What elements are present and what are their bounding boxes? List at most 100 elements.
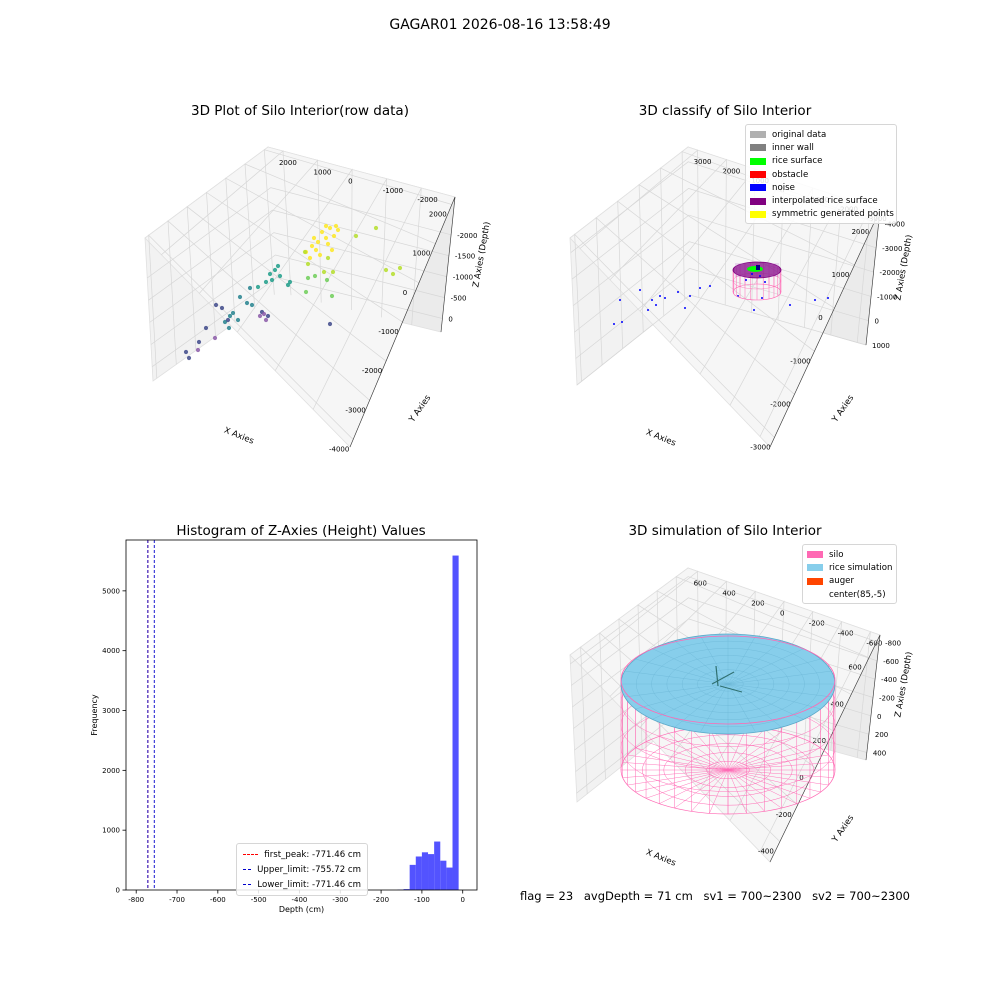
y-axis-label: Frequency xyxy=(90,694,99,736)
noise-point xyxy=(639,289,641,291)
y-tick-label: -600 xyxy=(866,640,882,648)
raw-data-point xyxy=(323,235,329,241)
silo-floor-spoke xyxy=(645,741,729,771)
legend-label: silo xyxy=(829,549,844,560)
legend-entry-first-peak: first_peak: -771.46 cm xyxy=(243,847,361,862)
silo-floor-spoke xyxy=(691,728,729,771)
x-axis-line xyxy=(769,634,881,863)
z-axis-line xyxy=(865,634,881,761)
legend-swatch xyxy=(750,171,766,179)
x-tick-label: -1000 xyxy=(378,328,398,336)
z-tick-label: -1000 xyxy=(453,274,473,282)
silo-floor-spoke xyxy=(659,769,729,804)
y-tick-label: -1000 xyxy=(383,187,403,195)
raw-data-point xyxy=(249,302,255,308)
raw-data-point xyxy=(226,325,232,331)
legend-entry-original-data: original data xyxy=(750,128,891,141)
raw-data-point xyxy=(195,347,201,353)
raw-data-point xyxy=(196,339,202,345)
legend-entry-auger: auger xyxy=(807,575,891,588)
y-axis-label: Y Axies xyxy=(830,393,857,425)
silo-floor-spoke xyxy=(727,769,811,799)
z-tick-label: 400 xyxy=(873,750,886,758)
raw-data-point xyxy=(272,267,278,273)
x-tick-label: 1000 xyxy=(832,271,850,279)
x-gridline xyxy=(599,632,798,806)
x-tick-label: 0 xyxy=(818,314,822,322)
x-tick-label: -4000 xyxy=(329,446,349,454)
legend-label: Lower_limit: -771.46 cm xyxy=(257,879,361,890)
z-tick-label: -500 xyxy=(451,295,467,303)
rice-mesh-spoke xyxy=(635,658,729,685)
classify-legend: original data inner wall rice surface ob… xyxy=(745,124,897,225)
z-gridline xyxy=(571,597,878,686)
rice-mesh-spoke xyxy=(727,670,832,685)
raw-data-point xyxy=(287,279,293,285)
y-tick-label: -400 xyxy=(838,630,854,638)
x-tick-label: -200 xyxy=(373,896,389,904)
silo-floor-spoke xyxy=(727,769,834,778)
raw-data-point xyxy=(311,235,317,241)
raw-data-point xyxy=(247,285,253,291)
silo-floor-spoke xyxy=(727,769,821,793)
histogram-legend: first_peak: -771.46 cm Upper_limit: -755… xyxy=(236,843,368,896)
axes-raw-data-3d: -4000 -3000 -2000 -1000 0 1000 2000 -2000 -1000 0… xyxy=(144,146,493,454)
rice-mesh-spoke xyxy=(700,683,729,733)
x-tick-label: 0 xyxy=(460,896,464,904)
simulation-legend: silo rice simulation auger center(85,-5) xyxy=(802,544,897,605)
y-axis-label: Y Axies xyxy=(407,393,434,425)
noise-point xyxy=(814,299,816,301)
rice-mesh-spoke xyxy=(727,683,756,733)
z-tick-label: 1000 xyxy=(872,342,890,350)
raw-data-point xyxy=(237,294,243,300)
x-tick-label: -200 xyxy=(776,811,792,819)
x-tick-label: 400 xyxy=(830,700,843,708)
x-axis-label: Depth (cm) xyxy=(279,905,324,914)
raw-data-point xyxy=(329,293,335,299)
y-tick-label: 2000 xyxy=(279,159,297,167)
x-tick-label: -700 xyxy=(169,896,185,904)
rice-mesh-spoke xyxy=(727,648,804,685)
x-gridline xyxy=(186,206,387,362)
noise-point xyxy=(789,304,791,306)
rice-mesh-spoke xyxy=(727,683,821,710)
legend-entry-obstacle: obstacle xyxy=(750,168,891,181)
silo-floor-spoke xyxy=(727,769,765,812)
x-gridline xyxy=(574,233,775,438)
raw-data-point xyxy=(267,271,273,277)
noise-point xyxy=(764,281,766,283)
avg-depth-readout: avgDepth = 71 cm xyxy=(583,889,693,903)
legend-entry-upper-limit: Upper_limit: -755.72 cm xyxy=(243,862,361,877)
z-gridline xyxy=(574,241,872,333)
legend-entry-center: center(85,-5) xyxy=(807,588,891,601)
y-tick-label: 2000 xyxy=(722,168,740,176)
rice-mesh-spoke xyxy=(727,658,821,685)
legend-label: center(85,-5) xyxy=(829,589,886,600)
y-tick-label: 1000 xyxy=(314,168,332,176)
silo-floor-spoke xyxy=(645,769,729,799)
silo-floor-spoke xyxy=(727,769,782,809)
y-tick-label: -2000 xyxy=(417,196,437,204)
noise-point xyxy=(651,299,653,301)
raw-data-point xyxy=(390,271,396,277)
rice-mesh-spoke xyxy=(624,683,729,698)
raw-data-point xyxy=(335,227,341,233)
raw-data-point xyxy=(222,319,228,325)
noise-point xyxy=(759,275,761,277)
silo-floor-spoke xyxy=(727,769,747,814)
silo-floor-spoke xyxy=(727,769,797,804)
raw-data-point xyxy=(309,243,315,249)
x-tick-label: -500 xyxy=(251,896,267,904)
raw-data-point xyxy=(257,313,263,319)
raw-data-point xyxy=(323,223,329,229)
raw-data-point xyxy=(235,317,241,323)
y-gridline xyxy=(161,150,292,296)
x-tick-label: -600 xyxy=(210,896,226,904)
raw-data-point xyxy=(327,225,333,231)
z-tick-label: -1000 xyxy=(877,293,897,301)
rice-mesh-spoke xyxy=(652,648,729,685)
silo-floor-spoke xyxy=(691,769,729,812)
legend-swatch xyxy=(807,564,823,572)
noise-point xyxy=(619,299,621,301)
y-tick-label: 3000 xyxy=(102,707,120,715)
